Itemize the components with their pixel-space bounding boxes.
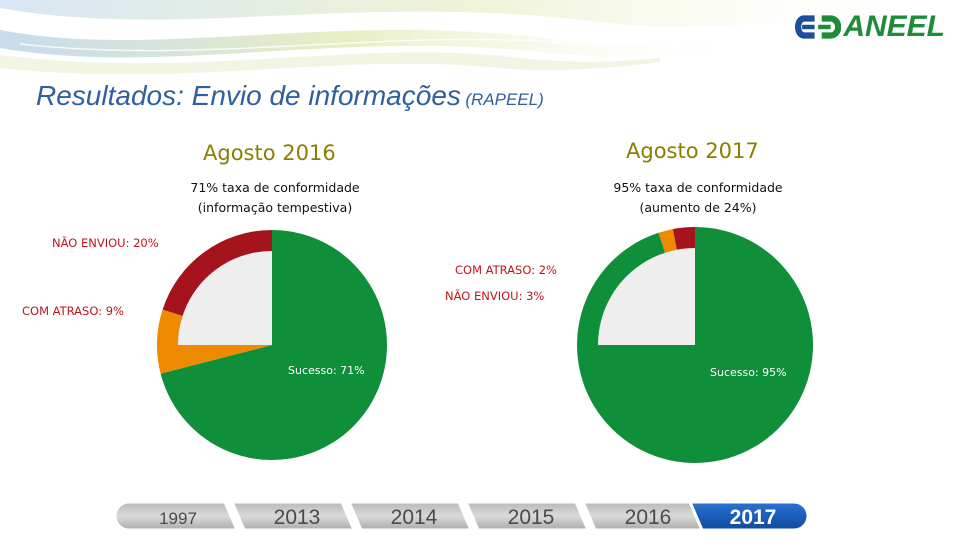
chart-2016-atraso-label: COM ATRASO: 9% bbox=[22, 304, 124, 318]
timeline-year-2013-segment bbox=[229, 500, 357, 532]
slide-title: Resultados: Envio de informações (RAPEEL… bbox=[36, 80, 544, 112]
timeline-year-2015-label: 2015 bbox=[508, 506, 555, 529]
slide-title-main: Resultados: Envio de informações bbox=[36, 80, 461, 111]
chart-2017-title: Agosto 2017 bbox=[626, 139, 759, 163]
slide-title-suffix: (RAPEEL) bbox=[465, 90, 544, 109]
timeline-year-2013-label: 2013 bbox=[274, 506, 321, 529]
timeline-year-2016[interactable]: 2016 bbox=[580, 500, 708, 532]
timeline-year-2013[interactable]: 2013 bbox=[229, 500, 357, 532]
chart-2017-subtitle-line2: (aumento de 24%) bbox=[639, 200, 757, 215]
header-swoosh-decoration bbox=[0, 0, 960, 80]
timeline-year-2015-segment bbox=[463, 500, 591, 532]
donut-2016-slice-sucesso bbox=[160, 230, 387, 460]
donut-2017-sucesso-label: Sucesso: 95% bbox=[710, 366, 787, 379]
aneel-logo-mark-icon bbox=[795, 15, 842, 39]
chart-2016-subtitle: 71% taxa de conformidade (informação tem… bbox=[160, 178, 390, 218]
aneel-logo-text: ANEEL bbox=[843, 10, 945, 43]
chart-2017-subtitle: 95% taxa de conformidade (aumento de 24%… bbox=[583, 178, 813, 218]
chart-2016-subtitle-line1: 71% taxa de conformidade bbox=[190, 180, 360, 195]
chart-2017-nao-enviou-label: NÃO ENVIOU: 3% bbox=[445, 289, 545, 303]
chart-2016-nao-enviou-label: NÃO ENVIOU: 20% bbox=[52, 236, 159, 250]
timeline-year-2014-label: 2014 bbox=[391, 506, 438, 529]
donut-2016-sucesso-label: Sucesso: 71% bbox=[288, 364, 365, 377]
timeline-year-2014[interactable]: 2014 bbox=[346, 500, 474, 532]
chart-2017-subtitle-line1: 95% taxa de conformidade bbox=[613, 180, 783, 195]
chart-2016-title: Agosto 2016 bbox=[203, 141, 336, 165]
chart-2017-atraso-label: COM ATRASO: 2% bbox=[455, 263, 557, 277]
timeline-year-2015[interactable]: 2015 bbox=[463, 500, 591, 532]
timeline-year-2017-segment bbox=[687, 500, 810, 532]
donut-2016-center bbox=[178, 251, 272, 345]
aneel-logo: ANEEL bbox=[795, 10, 945, 44]
timeline-year-2017[interactable]: 2017 bbox=[687, 500, 810, 532]
timeline-year-2014-segment bbox=[346, 500, 474, 532]
timeline-year-1997-segment bbox=[113, 500, 240, 532]
chart-2016-subtitle-line2: (informação tempestiva) bbox=[197, 200, 353, 215]
donut-2017-center bbox=[598, 248, 695, 345]
timeline-year-2017-label: 2017 bbox=[730, 506, 777, 529]
timeline-year-1997[interactable]: 1997 bbox=[113, 500, 240, 532]
timeline-year-2016-label: 2016 bbox=[625, 506, 672, 529]
timeline-year-1997-label: 1997 bbox=[159, 509, 197, 528]
